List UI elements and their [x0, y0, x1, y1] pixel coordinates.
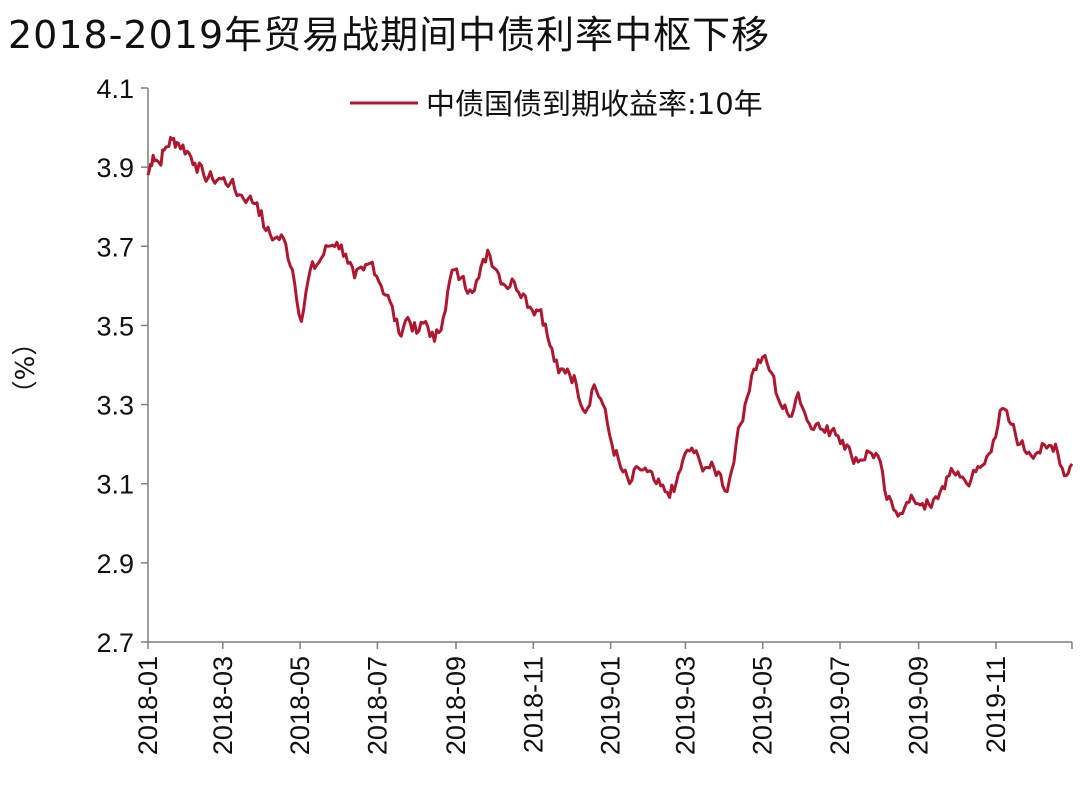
legend-label: 中债国债到期收益率:10年: [426, 87, 763, 121]
series-line: [146, 136, 1074, 518]
series-group: [146, 136, 1074, 518]
x-tick-label: 2018-05: [285, 656, 315, 755]
x-tick-label: 2019-07: [825, 656, 855, 755]
x-axis: 2018-01 2018-03 2018-05 2018-07 2018-09 2018-…: [133, 641, 1073, 755]
y-tick-label: 3.1: [96, 470, 134, 500]
y-tick-label: 2.7: [96, 628, 134, 658]
x-tick-label: 2019-09: [904, 656, 934, 755]
x-tick-label: 2019-01: [596, 656, 626, 755]
legend: 中债国债到期收益率:10年: [350, 87, 763, 121]
y-tick-label: 3.5: [96, 311, 134, 341]
x-tick-label: 2018-01: [133, 656, 163, 755]
x-tick-label: 2019-11: [981, 656, 1011, 753]
y-axis: 4.1 3.9 3.7 3.5 3.3 3.1 2.9 2.7: [96, 74, 149, 658]
y-tick-label: 3.7: [96, 232, 134, 262]
y-tick-label: 4.1: [96, 74, 134, 104]
x-tick-label: 2018-07: [362, 656, 392, 755]
x-tick-label: 2019-03: [670, 656, 700, 755]
x-tick-label: 2019-05: [748, 656, 778, 755]
chart-title: 2018-2019年贸易战期间中债利率中枢下移: [8, 13, 771, 57]
x-tick-label: 2018-03: [208, 656, 238, 755]
y-tick-label: 3.3: [96, 391, 134, 421]
x-tick-label: 2018-11: [518, 656, 548, 753]
x-tick-label: 2018-09: [441, 656, 471, 755]
y-tick-label: 3.9: [96, 153, 134, 183]
y-tick-label: 2.9: [96, 549, 134, 579]
y-axis-label: （%）: [11, 330, 41, 407]
